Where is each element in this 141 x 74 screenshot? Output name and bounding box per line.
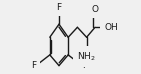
Text: F: F <box>56 3 62 12</box>
Text: F: F <box>82 61 87 70</box>
Text: NH$_2$: NH$_2$ <box>77 50 96 63</box>
Text: F: F <box>31 61 36 70</box>
Text: O: O <box>92 5 99 14</box>
Text: OH: OH <box>104 23 118 32</box>
